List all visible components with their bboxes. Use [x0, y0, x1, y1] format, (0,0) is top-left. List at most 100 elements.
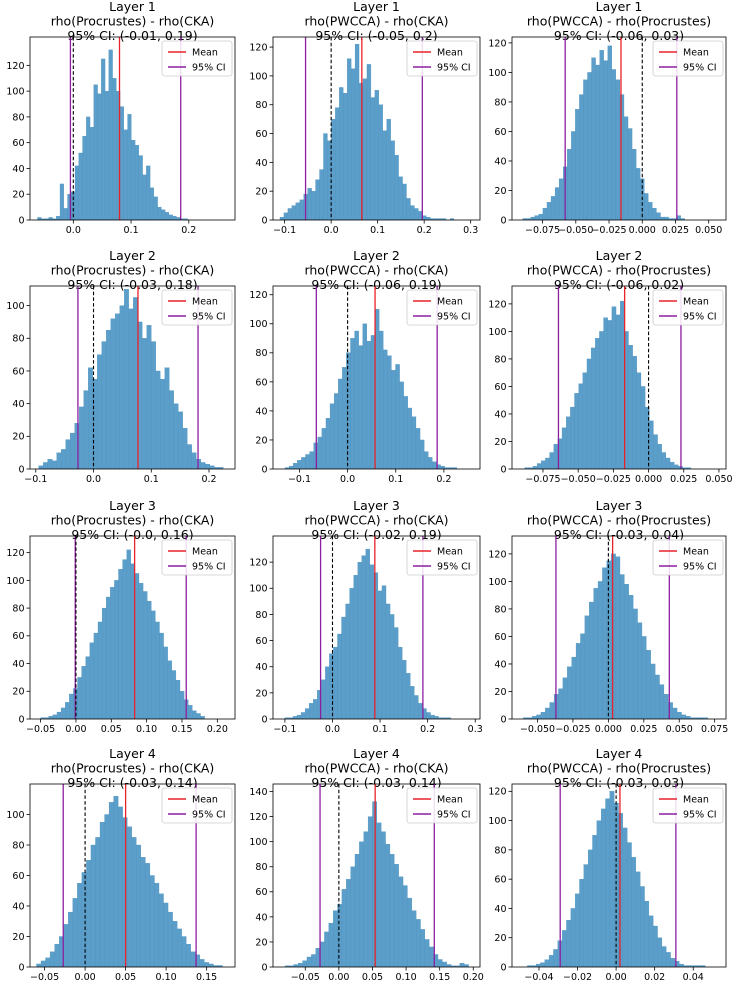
histogram-bar: [607, 45, 612, 220]
histogram-bar: [567, 666, 572, 719]
y-tick-label: 60: [12, 871, 24, 882]
histogram-bar: [337, 633, 342, 719]
panel-title-ci: 95% CI: (-0.03, 0.03): [554, 775, 684, 790]
histogram-bar: [161, 209, 166, 220]
histogram-bar: [147, 601, 152, 719]
legend: Mean 95% CI: [652, 787, 724, 824]
y-tick-label: 80: [12, 334, 24, 345]
histogram-bar: [561, 930, 567, 967]
histogram-bar: [390, 140, 395, 220]
panel-title-layer: Layer 4: [596, 746, 643, 761]
legend-ci-label: 95% CI: [192, 810, 226, 821]
panel-title-metric: rho(PWCCA) - rho(Procrustes): [527, 513, 711, 528]
x-tick-label: 0.15: [429, 972, 450, 982]
histogram-bar: [575, 643, 581, 719]
histogram-bar: [619, 574, 625, 719]
histogram-bar: [546, 202, 552, 220]
histogram-bar: [99, 821, 105, 967]
histogram-bar: [554, 187, 560, 220]
histogram-bar: [354, 854, 360, 967]
histogram-bar: [338, 378, 343, 469]
plot-area: [36, 784, 223, 967]
histogram-bar: [665, 457, 671, 469]
histogram-bar: [631, 149, 637, 220]
histogram-bar: [200, 716, 205, 719]
histogram-bar: [205, 463, 210, 469]
histogram-bar: [77, 677, 82, 719]
histogram-bar: [74, 165, 79, 220]
histogram-bar: [389, 854, 395, 967]
histogram-bar: [85, 656, 90, 719]
x-tick-label: 0.2: [417, 225, 432, 236]
histogram-bar: [321, 428, 327, 469]
histogram-bar: [394, 864, 399, 967]
histogram-bar: [590, 347, 596, 469]
histogram-bar: [376, 822, 382, 967]
histogram-bar: [157, 206, 162, 220]
histogram-bar: [584, 615, 590, 719]
panel-title-ci: 95% CI: (-0.06, 0.02): [554, 277, 684, 292]
histogram-bar: [640, 886, 645, 967]
x-tick-label: 0.10: [156, 972, 177, 982]
histogram-bar: [108, 49, 113, 220]
histogram-bar: [325, 666, 330, 719]
histogram-bar: [304, 708, 310, 719]
histogram-bar: [54, 943, 60, 967]
histogram-bar: [586, 358, 592, 469]
histogram-bar: [366, 341, 372, 469]
y-tick-label: 20: [12, 190, 24, 201]
x-tick-label: 0.10: [395, 972, 416, 982]
histogram-bar: [56, 452, 62, 469]
histogram-bar: [108, 802, 114, 967]
axes-frame: [511, 285, 727, 470]
histogram-bar: [183, 218, 188, 220]
histogram-bar: [382, 130, 387, 220]
histogram-bar: [632, 356, 637, 469]
histogram-bar: [337, 904, 343, 967]
histogram-bar: [397, 646, 403, 719]
histogram-bar: [592, 835, 597, 967]
histogram-bar: [614, 802, 619, 967]
histogram-bar: [295, 202, 300, 220]
y-tick-label: 0: [18, 714, 24, 725]
histogram-bar: [663, 694, 669, 719]
histogram-bar: [587, 72, 592, 220]
histogram-bar: [623, 116, 629, 220]
histogram-bar: [288, 465, 294, 469]
histogram-bar: [393, 627, 399, 719]
x-tick-label: 0.1: [144, 474, 159, 485]
y-tick-label: 40: [12, 901, 24, 912]
histogram-bar: [301, 457, 306, 469]
histogram-bar: [640, 386, 646, 469]
histogram-bar: [101, 607, 107, 719]
x-tick-label: 0.00: [606, 972, 627, 982]
x-tick-label: 0.025: [662, 225, 689, 236]
x-tick-label: 0.3: [463, 225, 478, 236]
histogram-bar: [86, 860, 92, 967]
histogram-bar: [424, 451, 429, 469]
histogram-bar: [549, 452, 554, 469]
y-tick-label: 40: [494, 659, 506, 670]
plot-area: [40, 536, 205, 719]
y-tick-label: 80: [255, 862, 267, 873]
x-tick-label: −0.05: [30, 972, 59, 982]
histogram-bar: [661, 452, 667, 469]
histogram-bar: [631, 857, 637, 967]
histogram-bar: [142, 174, 147, 220]
histogram-bar: [181, 936, 187, 967]
histogram-bar: [97, 621, 103, 719]
panel-title-metric: rho(PWCCA) - rho(Procrustes): [527, 14, 711, 29]
histogram-bar: [287, 208, 292, 220]
histogram-bar: [432, 461, 437, 469]
histogram-bar: [589, 601, 594, 719]
y-tick-label: 120: [488, 787, 506, 798]
histogram-bar: [628, 595, 634, 719]
histogram-bar: [558, 688, 564, 719]
histogram-bar: [159, 632, 164, 719]
histogram-bar: [672, 707, 678, 719]
y-tick-label: 120: [249, 42, 267, 53]
histogram-bar: [93, 84, 98, 220]
histogram-bar: [606, 560, 612, 719]
legend-ci-label: 95% CI: [437, 63, 471, 74]
